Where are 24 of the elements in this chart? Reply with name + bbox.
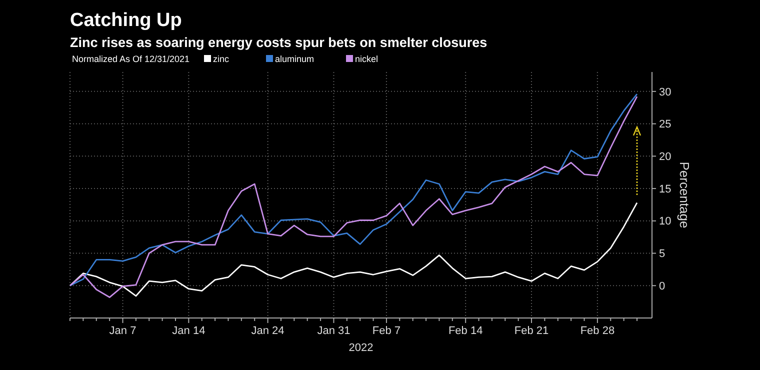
x-tick-label: Jan 24 [251, 325, 284, 337]
legend-title: Normalized As Of 12/31/2021 [72, 54, 190, 64]
x-axis-title: 2022 [348, 342, 374, 354]
x-tick-label: Feb 7 [372, 325, 401, 337]
y-tick-label: 5 [659, 248, 666, 260]
x-tick-label: Feb 21 [514, 325, 549, 337]
y-tick-label: 30 [659, 86, 672, 98]
legend-label: nickel [355, 54, 378, 64]
y-tick-label: 15 [659, 183, 672, 196]
x-tick-label: Jan 31 [317, 325, 350, 337]
legend-label: zinc [213, 54, 230, 64]
line-series [69, 202, 638, 297]
y-tick-label: 20 [659, 151, 672, 164]
y-tick-label: 0 [659, 280, 666, 292]
y-tick-label: 25 [659, 118, 672, 131]
y-axis-title: Percentage [677, 162, 692, 228]
x-tick-label: Feb 28 [580, 325, 615, 337]
y-tick-label: 10 [659, 216, 672, 228]
chart-title: Catching Up [70, 10, 182, 31]
x-tick-label: Feb 14 [448, 325, 483, 337]
legend-label: aluminum [275, 54, 314, 64]
chart-subtitle: Zinc rises as soaring energy costs spur bets on smelter closures [70, 35, 488, 50]
x-tick-label: Jan 14 [172, 325, 206, 337]
x-tick-label: Jan 7 [109, 325, 136, 337]
